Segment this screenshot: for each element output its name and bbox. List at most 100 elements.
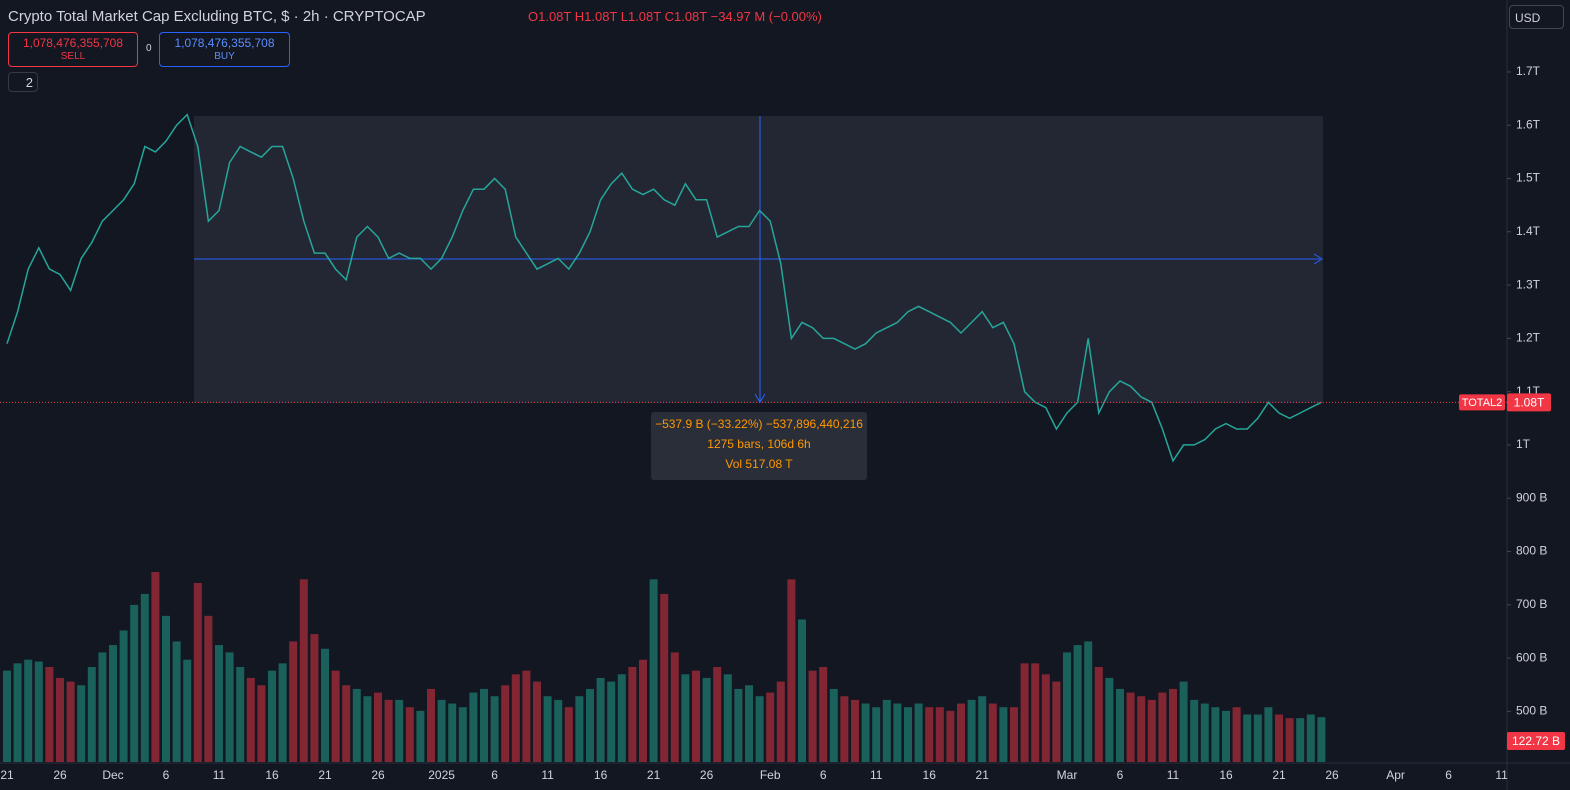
volume-bar [109,645,117,762]
volume-bar [999,707,1008,762]
y-tick-label: 500 B [1516,704,1547,718]
volume-bar [13,663,22,762]
volume-bar [511,674,520,762]
volume-bar [352,688,361,762]
volume-bar [1296,718,1305,762]
volume-bar [1147,699,1156,762]
volume-bar [607,681,616,762]
x-tick-label: Dec [102,768,123,782]
volume-bar [957,703,965,762]
volume-bar [776,681,785,762]
x-tick-label: 2025 [428,768,455,782]
volume-bar [1084,641,1093,762]
sell-label: SELL [60,51,86,62]
x-tick-label: 16 [1219,768,1233,782]
volume-bar [268,670,276,762]
indicators-toggle[interactable]: 2 [8,72,38,92]
volume-bar [119,630,128,762]
volume-bar [1317,717,1326,762]
volume-bar [172,641,181,762]
volume-bar [458,707,467,762]
volume-bar [1031,663,1040,762]
volume-bar [914,703,923,762]
volume-bar [289,641,298,762]
volume-bar [236,667,245,762]
price-line [6,113,1322,463]
volume-bar [310,634,319,762]
volume-bar [829,688,838,762]
volume-bar [427,688,435,762]
volume-bar [819,667,828,762]
volume-bar [183,659,192,762]
volume-bar [374,692,382,762]
volume-bar [1275,714,1283,762]
volume-bar [204,615,213,762]
x-tick-label: 21 [1272,768,1286,782]
volume-bar [1137,696,1146,762]
x-tick-label: 21 [976,768,990,782]
y-tick-label: 600 B [1516,650,1547,664]
x-tick-label: Feb [760,768,781,782]
buy-label: BUY [214,51,235,62]
x-tick-label: 6 [820,768,827,782]
volume-bar [278,663,287,762]
volume-bar [840,696,849,762]
volume-bar [904,707,912,762]
x-tick-label: 6 [1117,768,1124,782]
buy-price: 1,078,476,355,708 [174,36,275,50]
volume-bar [469,692,478,762]
x-tick-label: 16 [594,768,608,782]
volume-bar [162,615,170,762]
volume-bar [501,685,510,762]
volume-bar [1020,663,1029,762]
volume-bar [766,692,775,762]
volume-bar [384,699,393,762]
volume-bar [1073,645,1082,762]
currency-select[interactable]: USD [1509,5,1564,29]
x-tick-label: 16 [923,768,937,782]
price-tag-label: 1.08T [1514,395,1545,409]
volume-bar [1211,707,1220,762]
buy-button[interactable]: 1,078,476,355,708 BUY [159,32,290,67]
volume-bar [808,670,817,762]
x-tick-label: 11 [870,768,883,782]
volume-bar [713,667,722,762]
volume-bar [649,579,658,762]
y-tick-label: 900 B [1516,490,1547,504]
measure-change: −537.9 B (−33.22%) −537,896,440,216 [655,417,863,431]
x-tick-label: 6 [1445,768,1452,782]
volume-bar [893,703,902,762]
volume-bar [1306,714,1315,762]
symbol-title[interactable]: Crypto Total Market Cap Excluding BTC, $… [8,8,426,25]
volume-bar [3,670,11,762]
price-tag [1507,393,1551,412]
volume-bar [681,674,690,762]
measure-tooltip: −537.9 B (−33.22%) −537,896,440,216 1275… [651,412,867,480]
volume-bar [1200,703,1209,762]
x-tick-label: 6 [491,768,498,782]
volume-bar [1253,714,1262,762]
measure-volume: Vol 517.08 T [725,457,793,471]
volume-bar [405,707,414,762]
volume-bar [66,681,75,762]
volume-bar [872,707,881,762]
volume-bar [967,699,976,762]
volume-bar [480,688,488,762]
volume-bar [533,681,541,762]
volume-bar [596,677,605,762]
volume-bar [586,688,594,762]
volume-bar [787,579,796,762]
volume-bar [56,677,64,762]
x-tick-label: 11 [541,768,554,782]
volume-bar [151,572,160,762]
volume-bar [670,652,679,762]
sell-button[interactable]: 1,078,476,355,708 SELL [8,32,138,67]
volume-bar [1105,677,1114,762]
spread: 0 [146,43,152,54]
volume-bar [331,670,340,762]
volume-bar [77,685,86,762]
volume-bar [140,593,149,762]
volume-bar [98,652,107,762]
volume-bar [745,685,753,762]
